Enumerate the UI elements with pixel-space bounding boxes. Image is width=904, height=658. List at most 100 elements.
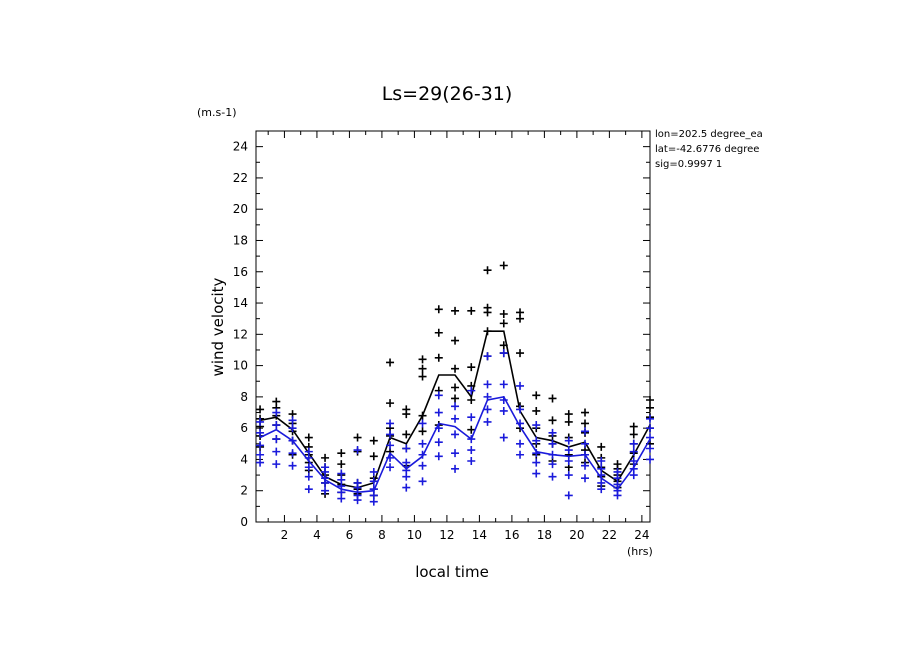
y-tick-label: 4	[240, 452, 248, 466]
data-point-black	[597, 442, 606, 451]
data-point-black	[564, 417, 573, 426]
data-point-blue	[288, 461, 297, 470]
data-point-blue	[646, 424, 654, 433]
y-tick-label: 14	[233, 296, 248, 310]
data-point-black	[581, 408, 590, 417]
data-point-blue	[288, 449, 297, 458]
plot-frame	[255, 130, 651, 523]
data-point-black	[451, 394, 460, 403]
data-point-blue	[516, 405, 525, 414]
data-point-black	[646, 403, 654, 412]
data-point-blue	[581, 474, 590, 483]
data-point-black	[467, 363, 476, 372]
data-point-blue	[304, 447, 313, 456]
y-tick-label: 20	[233, 202, 248, 216]
data-point-black	[613, 460, 622, 469]
data-point-black	[369, 436, 378, 445]
x-tick-label: 16	[504, 528, 519, 542]
data-point-blue	[629, 457, 638, 466]
y-tick-label: 0	[240, 515, 248, 529]
x-tick-label: 22	[602, 528, 617, 542]
data-point-blue	[499, 349, 508, 358]
y-tick-label: 2	[240, 484, 248, 498]
data-point-black	[467, 306, 476, 315]
data-point-black	[451, 306, 460, 315]
y-tick-label: 16	[233, 265, 248, 279]
data-point-blue	[646, 455, 654, 464]
data-point-blue	[483, 417, 492, 426]
x-tick-label: 18	[537, 528, 552, 542]
info-lat: lat=-42.6776 degree	[655, 144, 759, 155]
x-axis-label: local time	[415, 563, 489, 581]
data-point-black	[418, 372, 427, 381]
data-point-black	[548, 416, 557, 425]
data-point-blue	[548, 428, 557, 437]
x-tick-label: 8	[378, 528, 386, 542]
data-point-blue	[386, 419, 395, 428]
data-point-black	[434, 328, 443, 337]
data-point-blue	[581, 461, 590, 470]
y-tick-label: 10	[233, 359, 248, 373]
y-tick-label: 6	[240, 421, 248, 435]
data-point-blue	[516, 381, 525, 390]
data-point-blue	[321, 463, 330, 472]
data-point-blue	[483, 352, 492, 361]
data-point-blue	[467, 446, 476, 455]
data-point-black	[581, 419, 590, 428]
x-tick-label: 12	[439, 528, 454, 542]
data-point-black	[418, 427, 427, 436]
data-point-blue	[548, 472, 557, 481]
x-tick-label: 20	[569, 528, 584, 542]
data-point-blue	[369, 477, 378, 486]
data-point-blue	[288, 416, 297, 425]
info-lon: lon=202.5 degree_ea	[655, 129, 763, 140]
data-point-black	[369, 452, 378, 461]
data-point-black	[304, 433, 313, 442]
data-point-blue	[386, 441, 395, 450]
data-point-blue	[451, 414, 460, 423]
data-point-blue	[451, 402, 460, 411]
x-tick-label: 6	[346, 528, 354, 542]
data-point-blue	[532, 421, 541, 430]
data-point-black	[434, 305, 443, 314]
data-point-black	[434, 353, 443, 362]
data-point-black	[629, 430, 638, 439]
data-point-black	[532, 406, 541, 415]
data-point-blue	[629, 439, 638, 448]
y-tick-label: 12	[233, 327, 248, 341]
data-point-blue	[532, 436, 541, 445]
data-point-blue	[532, 469, 541, 478]
data-point-blue	[434, 391, 443, 400]
data-point-blue	[418, 419, 427, 428]
data-point-blue	[499, 433, 508, 442]
data-point-black	[256, 405, 265, 414]
data-point-blue	[272, 447, 281, 456]
data-point-blue	[597, 457, 606, 466]
y-tick-label: 18	[233, 233, 248, 247]
data-point-black	[516, 308, 525, 317]
data-point-blue	[434, 408, 443, 417]
data-point-blue	[581, 427, 590, 436]
info-sig: sig=0.9997 1	[655, 159, 722, 170]
data-point-black	[386, 358, 395, 367]
data-point-blue	[532, 458, 541, 467]
data-point-blue	[402, 483, 411, 492]
data-point-blue	[418, 461, 427, 470]
data-point-blue	[597, 478, 606, 487]
data-point-blue	[304, 463, 313, 472]
data-point-blue	[564, 457, 573, 466]
data-point-blue	[288, 424, 297, 433]
data-point-blue	[256, 458, 265, 467]
y-axis-label: wind velocity	[209, 277, 227, 376]
data-point-blue	[256, 417, 265, 426]
data-point-blue	[272, 460, 281, 469]
data-point-blue	[597, 464, 606, 473]
x-tick-label: 4	[313, 528, 321, 542]
data-point-blue	[564, 446, 573, 455]
data-point-black	[451, 364, 460, 373]
data-point-blue	[402, 444, 411, 453]
data-point-black	[418, 364, 427, 373]
data-point-blue	[386, 463, 395, 472]
